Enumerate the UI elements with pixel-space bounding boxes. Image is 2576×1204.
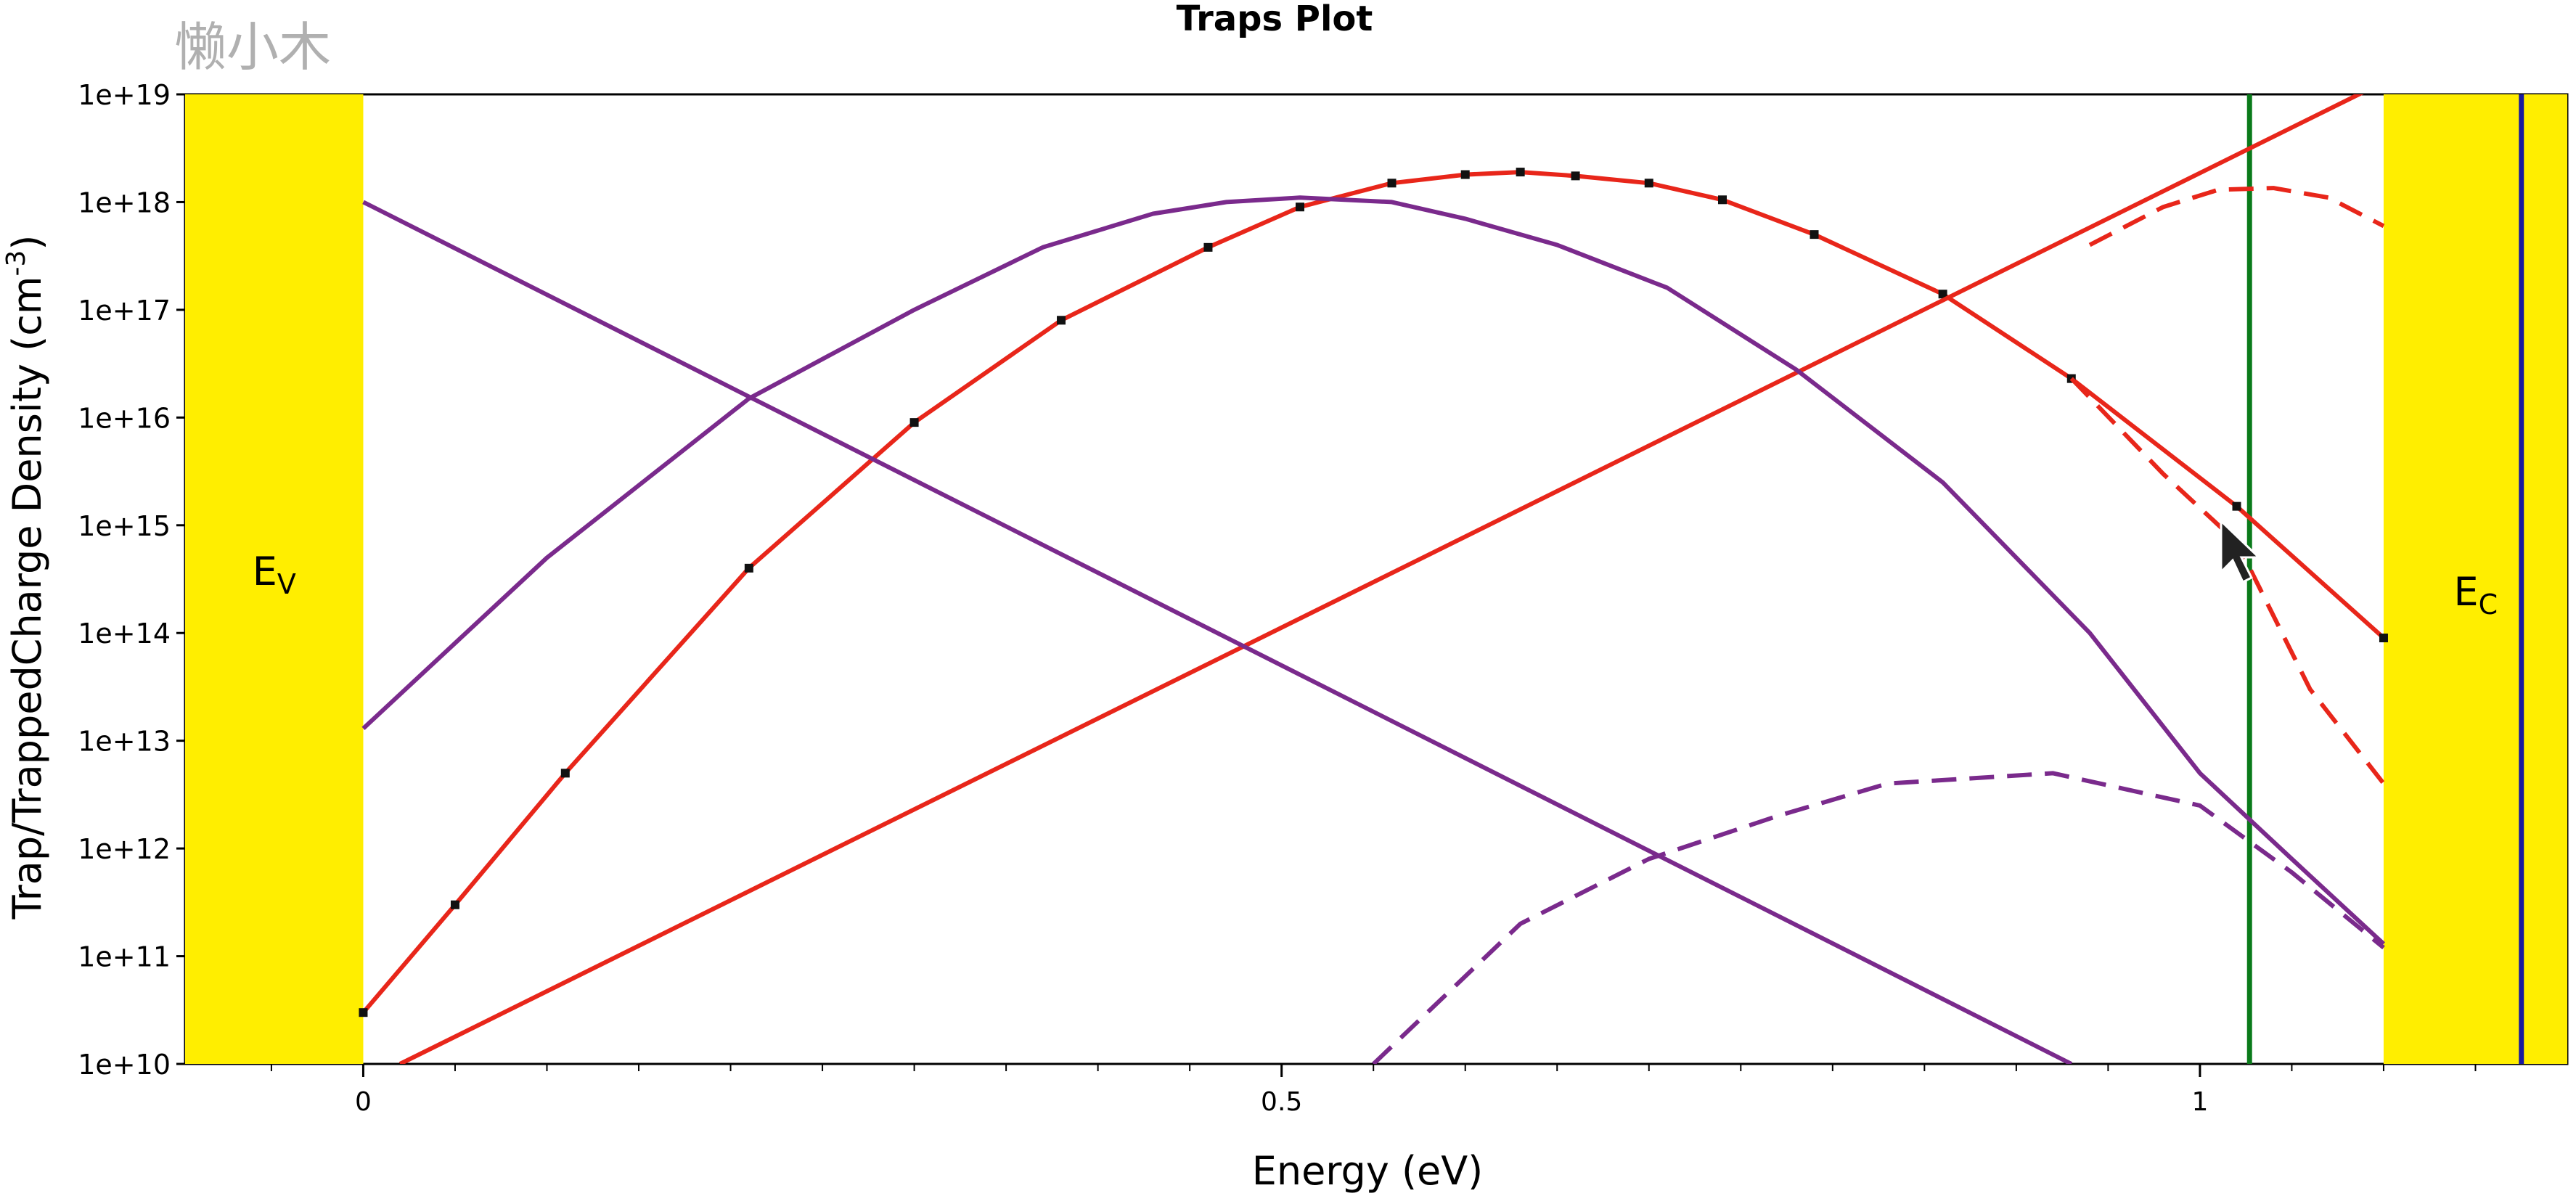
y-tick-label: 1e+17 xyxy=(78,295,171,327)
conduction-band xyxy=(2383,94,2567,1064)
series-gaussian-trap-red-point xyxy=(1057,316,1066,325)
y-tick-label: 1e+15 xyxy=(78,510,171,542)
series-gaussian-trap-red-point xyxy=(1938,290,1947,299)
series-gaussian-trap-red-point xyxy=(2232,501,2241,511)
series-gaussian-trap-red-point xyxy=(1387,179,1397,188)
valence-band xyxy=(185,94,364,1064)
series-gaussian-trap-red-point xyxy=(909,418,919,427)
mouse-pointer-icon xyxy=(2220,518,2262,584)
series-gaussian-trap-red-point xyxy=(560,769,570,778)
x-tick-label: 0.5 xyxy=(1261,1087,1302,1117)
series-gaussian-trap-red-point xyxy=(1516,168,1525,177)
series-gaussian-trap-red-point xyxy=(450,900,459,909)
series-gaussian-trap-red-point xyxy=(1571,171,1580,181)
series-acceptor-tail-red xyxy=(398,94,2364,1064)
valence-band-label: EV xyxy=(253,549,296,600)
plot-area: EV EC 1e+10 1e+11 1e+12 1e+13 1e+14 1e+15 1e+16 1… xyxy=(78,79,2569,1117)
y-axis-label: Trap/TrappedCharge Density (cm-3) xyxy=(1,235,50,920)
x-tick-label: 0 xyxy=(355,1087,372,1117)
y-axis-label-sup: -3 xyxy=(1,250,31,277)
y-tick-label: 1e+16 xyxy=(78,402,171,434)
series-gaussian-trap-red-point xyxy=(359,1008,368,1017)
series-gaussian-trap-red-point xyxy=(1810,230,1819,239)
y-axis-label-main: Trap/TrappedCharge Density (cm xyxy=(4,277,50,920)
series-gaussian-trap-purple xyxy=(361,195,2386,946)
y-tick-label: 1e+13 xyxy=(78,726,171,758)
x-axis-label: Energy (eV) xyxy=(1252,1148,1484,1194)
series-donor-tail-purple xyxy=(362,200,2073,1064)
series-acceptor-tail-red-charge xyxy=(2088,186,2385,247)
series-gaussian-trap-red-point xyxy=(1644,179,1653,188)
series-gaussian-trap-red-point xyxy=(744,563,753,573)
series-gaussian-trap-red-point xyxy=(1717,195,1727,205)
y-tick-label: 1e+19 xyxy=(78,79,171,111)
watermark: 懒小木 xyxy=(174,17,332,78)
y-tick-label: 1e+12 xyxy=(78,833,171,865)
x-tick-label: 1 xyxy=(2191,1087,2208,1117)
y-tick-label: 1e+11 xyxy=(78,941,171,973)
y-tick-label: 1e+18 xyxy=(78,187,171,218)
series-gaussian-trap-purple-charge xyxy=(1372,771,2385,1064)
series-gaussian-trap-red-point xyxy=(1460,170,1470,179)
series-group xyxy=(359,94,2388,1064)
conduction-band-label: EC xyxy=(2453,569,2498,621)
y-axis-label-close: ) xyxy=(4,235,50,250)
y-tick-label: 1e+10 xyxy=(78,1049,171,1081)
series-gaussian-trap-red-point xyxy=(2379,634,2388,643)
series-gaussian-trap-red-point xyxy=(1295,202,1304,212)
y-tick-label: 1e+14 xyxy=(78,618,171,650)
chart-title: Traps Plot xyxy=(1177,0,1373,39)
series-gaussian-trap-red-point xyxy=(1203,242,1213,252)
